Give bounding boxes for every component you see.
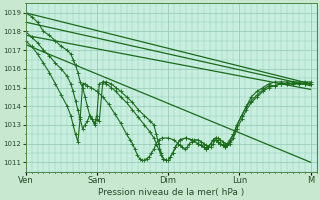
- X-axis label: Pression niveau de la mer( hPa ): Pression niveau de la mer( hPa ): [98, 188, 244, 197]
